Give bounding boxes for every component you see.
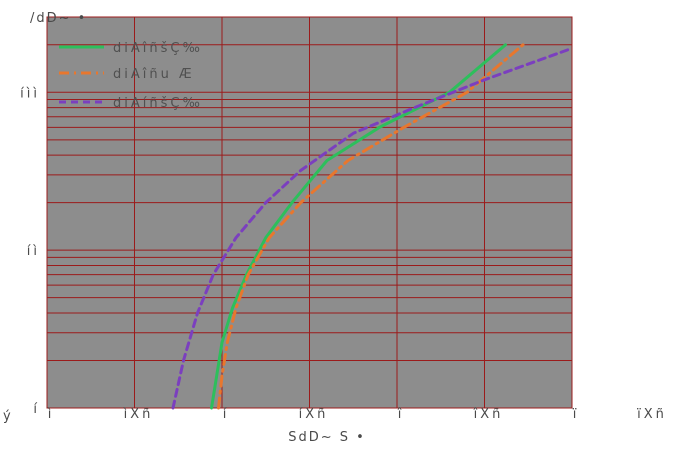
legend-label-3: diAíñšÇ‰ xyxy=(113,96,203,111)
x-tick-label: í xyxy=(223,407,230,422)
x-axis-ticks: ì ìXñ í íXñ î îXñ ï xyxy=(47,407,580,422)
x-tick-label: îXñ xyxy=(473,407,504,422)
plot-frame xyxy=(46,16,573,409)
stray-mark: ý xyxy=(3,409,14,424)
legend: diAîñšÇ‰ diAîñu Æ diAíñšÇ‰ xyxy=(59,41,203,111)
y-tick-label: íìì xyxy=(20,86,40,101)
y-axis-ticks: í íì íìì xyxy=(20,86,40,417)
legend-label-1: diAîñšÇ‰ xyxy=(113,41,203,56)
x-tick-label: ï xyxy=(572,407,580,422)
series-line-1 xyxy=(210,43,507,410)
x-tick-label-extra: ïXñ xyxy=(636,407,667,422)
y-axis-label: /dD~ • xyxy=(30,11,87,26)
grid xyxy=(46,16,573,409)
y-tick-label: í xyxy=(33,402,40,417)
series-line-2 xyxy=(217,43,525,410)
x-tick-label: ì xyxy=(47,407,55,422)
series-line-3 xyxy=(171,46,574,410)
y-tick-label: íì xyxy=(27,244,40,259)
legend-label-2: diAîñu Æ xyxy=(113,67,195,82)
x-tick-label: íXñ xyxy=(299,407,329,422)
x-tick-label: î xyxy=(397,407,405,422)
series-group xyxy=(171,43,574,410)
x-axis-label: SdD~ S • xyxy=(288,430,366,445)
x-tick-label: ìXñ xyxy=(123,407,154,422)
